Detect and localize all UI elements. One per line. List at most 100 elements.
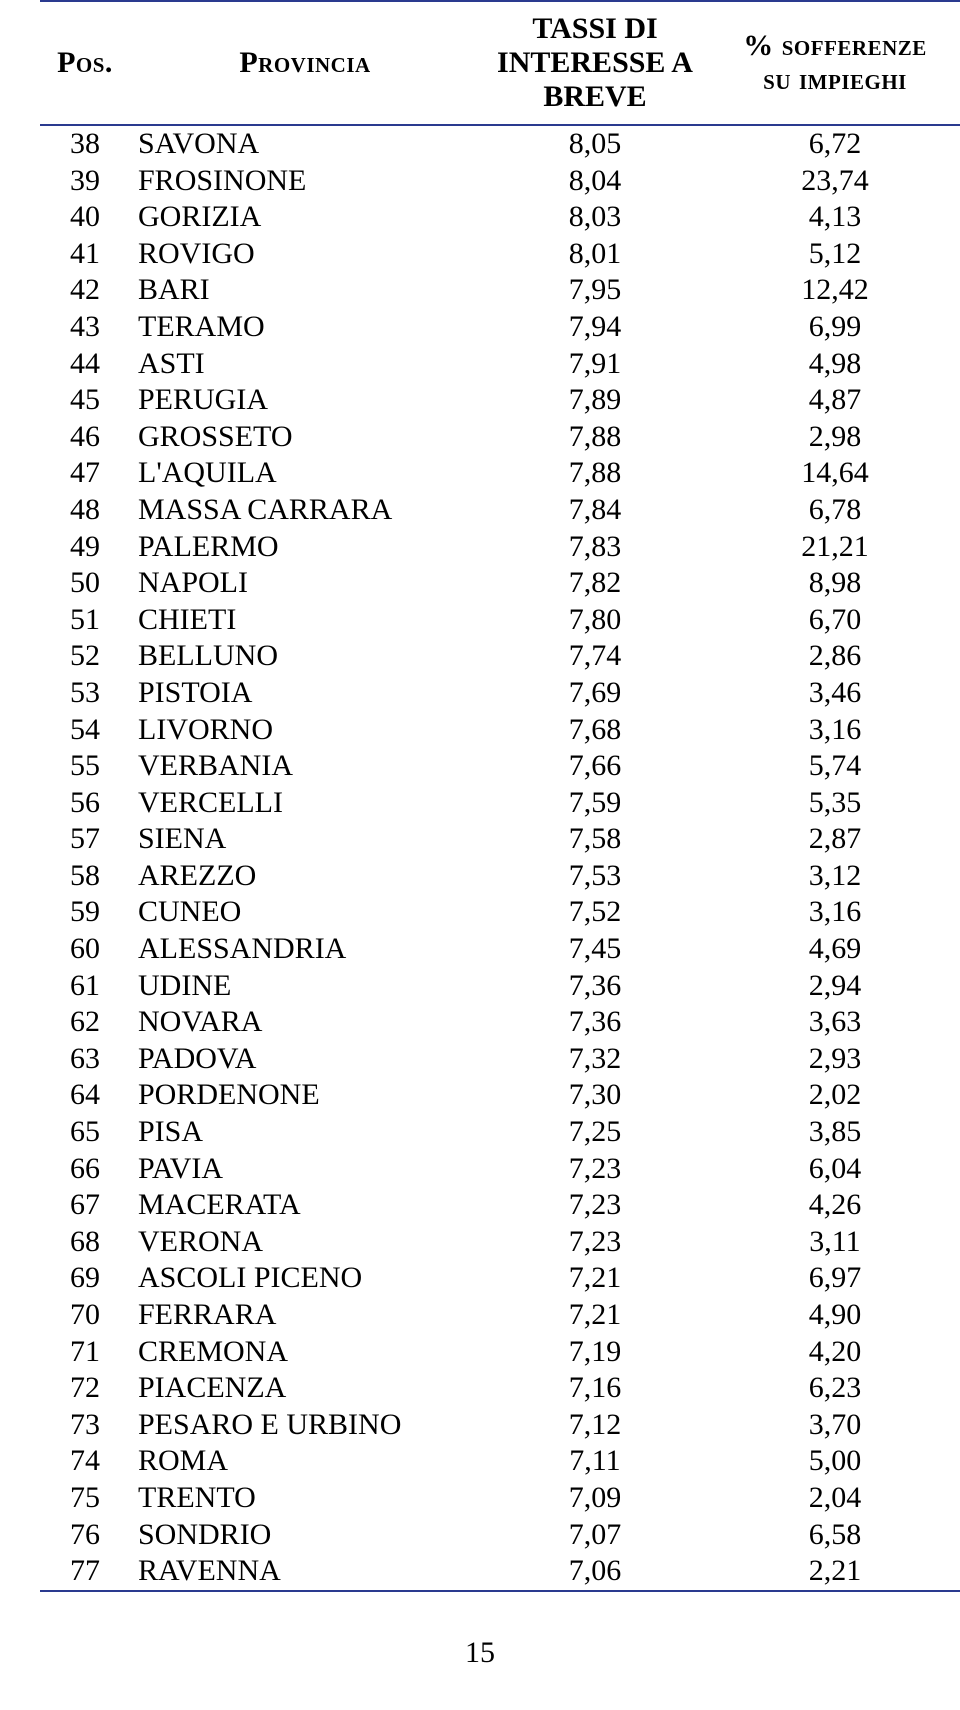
cell-provincia: PALERMO — [130, 529, 480, 566]
cell-sofferenze: 3,85 — [710, 1114, 960, 1151]
cell-provincia: NOVARA — [130, 1004, 480, 1041]
table-row: 66PAVIA7,236,04 — [40, 1151, 960, 1188]
cell-sofferenze: 4,13 — [710, 199, 960, 236]
table-row: 76SONDRIO7,076,58 — [40, 1517, 960, 1554]
cell-pos: 68 — [40, 1224, 130, 1261]
cell-provincia: BARI — [130, 272, 480, 309]
table-row: 45PERUGIA7,894,87 — [40, 382, 960, 419]
cell-tassi: 7,23 — [480, 1151, 710, 1188]
table-row: 72PIACENZA7,166,23 — [40, 1370, 960, 1407]
cell-provincia: GROSSETO — [130, 419, 480, 456]
cell-tassi: 7,83 — [480, 529, 710, 566]
cell-pos: 46 — [40, 419, 130, 456]
cell-provincia: PADOVA — [130, 1041, 480, 1078]
cell-sofferenze: 4,98 — [710, 346, 960, 383]
cell-provincia: PORDENONE — [130, 1077, 480, 1114]
cell-pos: 56 — [40, 785, 130, 822]
cell-sofferenze: 3,46 — [710, 675, 960, 712]
cell-sofferenze: 4,69 — [710, 931, 960, 968]
cell-tassi: 7,32 — [480, 1041, 710, 1078]
cell-tassi: 7,84 — [480, 492, 710, 529]
cell-provincia: SAVONA — [130, 125, 480, 163]
cell-tassi: 8,04 — [480, 163, 710, 200]
cell-tassi: 7,30 — [480, 1077, 710, 1114]
cell-sofferenze: 3,70 — [710, 1407, 960, 1444]
table-row: 48MASSA CARRARA7,846,78 — [40, 492, 960, 529]
cell-sofferenze: 3,12 — [710, 858, 960, 895]
cell-pos: 65 — [40, 1114, 130, 1151]
table-row: 62NOVARA7,363,63 — [40, 1004, 960, 1041]
cell-provincia: PERUGIA — [130, 382, 480, 419]
table-row: 56VERCELLI7,595,35 — [40, 785, 960, 822]
cell-pos: 45 — [40, 382, 130, 419]
table-row: 71CREMONA7,194,20 — [40, 1334, 960, 1371]
cell-sofferenze: 2,21 — [710, 1553, 960, 1591]
cell-sofferenze: 4,26 — [710, 1187, 960, 1224]
cell-tassi: 7,45 — [480, 931, 710, 968]
cell-pos: 51 — [40, 602, 130, 639]
cell-provincia: AREZZO — [130, 858, 480, 895]
cell-provincia: ROMA — [130, 1443, 480, 1480]
cell-provincia: UDINE — [130, 968, 480, 1005]
table-row: 42BARI7,9512,42 — [40, 272, 960, 309]
cell-tassi: 7,11 — [480, 1443, 710, 1480]
cell-tassi: 8,01 — [480, 236, 710, 273]
table-row: 69ASCOLI PICENO7,216,97 — [40, 1260, 960, 1297]
cell-tassi: 7,07 — [480, 1517, 710, 1554]
header-sofferenze-pct: % — [743, 29, 774, 62]
cell-provincia: ASCOLI PICENO — [130, 1260, 480, 1297]
cell-tassi: 7,88 — [480, 455, 710, 492]
table-row: 40GORIZIA8,034,13 — [40, 199, 960, 236]
cell-sofferenze: 6,58 — [710, 1517, 960, 1554]
cell-provincia: VERONA — [130, 1224, 480, 1261]
table-row: 41ROVIGO8,015,12 — [40, 236, 960, 273]
table-row: 74ROMA7,115,00 — [40, 1443, 960, 1480]
cell-pos: 50 — [40, 565, 130, 602]
table-row: 53PISTOIA7,693,46 — [40, 675, 960, 712]
table-row: 70FERRARA7,214,90 — [40, 1297, 960, 1334]
cell-tassi: 8,03 — [480, 199, 710, 236]
cell-sofferenze: 2,94 — [710, 968, 960, 1005]
cell-provincia: SIENA — [130, 821, 480, 858]
cell-tassi: 7,69 — [480, 675, 710, 712]
cell-provincia: MACERATA — [130, 1187, 480, 1224]
cell-sofferenze: 4,20 — [710, 1334, 960, 1371]
cell-pos: 52 — [40, 638, 130, 675]
table-row: 67MACERATA7,234,26 — [40, 1187, 960, 1224]
cell-provincia: PAVIA — [130, 1151, 480, 1188]
cell-sofferenze: 5,74 — [710, 748, 960, 785]
cell-tassi: 7,36 — [480, 968, 710, 1005]
table-row: 39FROSINONE8,0423,74 — [40, 163, 960, 200]
cell-tassi: 7,66 — [480, 748, 710, 785]
cell-provincia: BELLUNO — [130, 638, 480, 675]
cell-sofferenze: 4,90 — [710, 1297, 960, 1334]
cell-provincia: CREMONA — [130, 1334, 480, 1371]
cell-pos: 73 — [40, 1407, 130, 1444]
cell-provincia: PISTOIA — [130, 675, 480, 712]
cell-sofferenze: 3,11 — [710, 1224, 960, 1261]
cell-provincia: TERAMO — [130, 309, 480, 346]
cell-sofferenze: 2,02 — [710, 1077, 960, 1114]
cell-sofferenze: 3,63 — [710, 1004, 960, 1041]
cell-pos: 61 — [40, 968, 130, 1005]
cell-pos: 76 — [40, 1517, 130, 1554]
cell-sofferenze: 6,97 — [710, 1260, 960, 1297]
cell-provincia: CHIETI — [130, 602, 480, 639]
cell-tassi: 7,52 — [480, 894, 710, 931]
cell-pos: 77 — [40, 1553, 130, 1591]
cell-pos: 55 — [40, 748, 130, 785]
table-row: 61UDINE7,362,94 — [40, 968, 960, 1005]
cell-sofferenze: 8,98 — [710, 565, 960, 602]
cell-pos: 49 — [40, 529, 130, 566]
cell-tassi: 7,94 — [480, 309, 710, 346]
cell-sofferenze: 2,87 — [710, 821, 960, 858]
cell-provincia: VERBANIA — [130, 748, 480, 785]
cell-pos: 66 — [40, 1151, 130, 1188]
cell-pos: 53 — [40, 675, 130, 712]
table-row: 46GROSSETO7,882,98 — [40, 419, 960, 456]
cell-tassi: 7,21 — [480, 1297, 710, 1334]
cell-sofferenze: 6,78 — [710, 492, 960, 529]
table-row: 68VERONA7,233,11 — [40, 1224, 960, 1261]
table-row: 51CHIETI7,806,70 — [40, 602, 960, 639]
table-row: 64PORDENONE7,302,02 — [40, 1077, 960, 1114]
